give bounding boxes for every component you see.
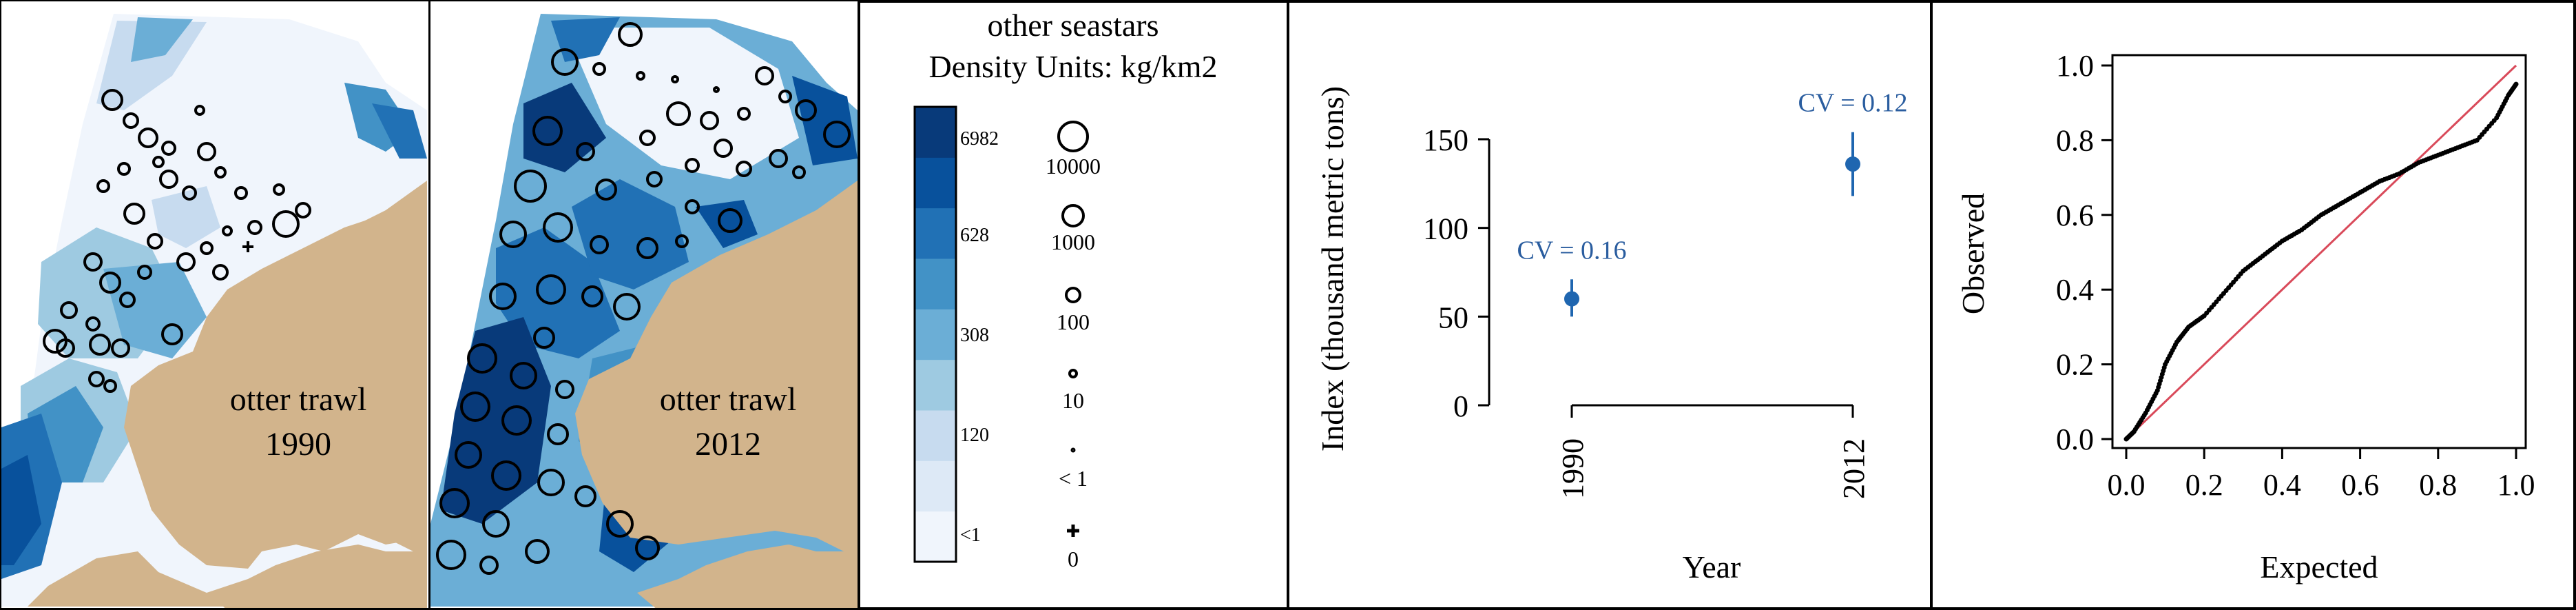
cv-annotation: CV = 0.12 <box>1798 89 1907 118</box>
map-1-year: 1990 <box>265 426 331 462</box>
density-zone <box>96 21 207 110</box>
y-tick-label: 0 <box>1453 389 1468 423</box>
index-point <box>1564 291 1579 307</box>
bubble-label: < 1 <box>1059 466 1088 491</box>
cv-annotation: CV = 0.16 <box>1517 236 1626 265</box>
station-bubbles <box>43 89 311 393</box>
color-break-label: 628 <box>960 225 989 246</box>
qq-plot-frame <box>2111 54 2527 449</box>
bubble-label: 10 <box>1062 388 1084 413</box>
x-tick-label: 0.8 <box>2419 468 2457 502</box>
color-scale-bar <box>915 107 956 562</box>
color-bin <box>915 359 956 411</box>
density-zone <box>792 76 858 165</box>
y-tick-label: 0.2 <box>2056 348 2094 382</box>
color-bin <box>915 410 956 461</box>
x-tick-label: 1.0 <box>2497 468 2535 502</box>
map-2-year: 2012 <box>695 426 761 462</box>
color-break-labels: 6982 628 308 120 <1 <box>960 128 999 546</box>
bubble-1000 <box>1061 204 1085 227</box>
station-bubbles <box>436 22 851 575</box>
legend-subtitle: Density Units: kg/km2 <box>928 49 1217 84</box>
color-bin <box>915 207 956 259</box>
y-tick-label: 0.6 <box>2056 199 2094 232</box>
x-tick-label: 0.6 <box>2341 468 2379 502</box>
color-break-label: 308 <box>960 325 989 346</box>
color-break-label: <1 <box>960 525 981 546</box>
x-tick-label: 0.0 <box>2108 468 2146 502</box>
density-zone <box>372 103 427 159</box>
density-zone <box>441 317 551 524</box>
index-chart: 0 50 100 150 1990 2012 CV = 0.16 CV = 0.12 In… <box>1315 86 1908 584</box>
bubble-label: 0 <box>1068 547 1079 571</box>
bubble-zero-marker <box>1067 525 1079 537</box>
color-break-label: 6982 <box>960 128 999 150</box>
color-bin <box>915 258 956 309</box>
map-1-gear: otter trawl <box>230 381 367 418</box>
bubble-10000 <box>1057 121 1089 152</box>
map-panel-1990: otter trawl 1990 <box>1 1 428 608</box>
legend-title: other seastars <box>987 8 1159 43</box>
bubble-label: 10000 <box>1046 154 1101 179</box>
x-tick-label: 0.2 <box>2185 468 2223 502</box>
color-bin <box>915 157 956 209</box>
color-bin <box>915 309 956 360</box>
qq-point <box>2513 81 2519 87</box>
map-panel-2012: otter trawl 2012 <box>430 1 858 608</box>
land <box>575 181 858 608</box>
density-zone <box>523 83 606 172</box>
y-tick-label: 0.0 <box>2056 423 2094 456</box>
density-zone <box>696 200 758 248</box>
y-tick-label: 0.8 <box>2056 123 2094 157</box>
density-zone <box>152 186 220 248</box>
qq-chart: 0.0 0.2 0.4 0.6 0.8 1.0 0.0 0.2 0.4 0.6 0.8 1.0 Obs… <box>1955 49 2535 584</box>
legend-panel: other seastars Density Units: kg/km2 698… <box>913 8 1218 571</box>
index-x-label: Year <box>1683 549 1741 584</box>
y-tick-label: 1.0 <box>2056 49 2094 83</box>
index-point <box>1845 156 1860 172</box>
map-2-gear: otter trawl <box>660 381 797 418</box>
bubble-100 <box>1065 287 1081 303</box>
y-tick-label: 150 <box>1423 123 1468 157</box>
bubble-size-legend <box>1057 121 1089 453</box>
bubble-10 <box>1068 369 1078 378</box>
bubble-label: 1000 <box>1051 230 1095 254</box>
x-tick-label: 2012 <box>1837 438 1871 499</box>
bubble-lt1 <box>1070 447 1076 453</box>
color-bin <box>915 511 956 562</box>
index-y-label: Index (thousand metric tons) <box>1315 86 1350 451</box>
x-tick-label: 0.4 <box>2263 468 2301 502</box>
density-zone <box>1 455 41 565</box>
density-zone <box>572 179 689 289</box>
qq-y-label: Observed <box>1955 193 1991 314</box>
color-bin <box>915 460 956 512</box>
qq-x-label: Expected <box>2260 549 2378 584</box>
reference-line <box>2125 64 2517 440</box>
bubble-size-labels: 10000 1000 100 10 < 1 0 <box>1046 154 1101 571</box>
land <box>145 181 427 608</box>
y-tick-label: 50 <box>1438 301 1468 334</box>
color-bin <box>915 107 956 158</box>
y-tick-label: 0.4 <box>2056 273 2094 307</box>
y-tick-label: 100 <box>1423 212 1468 246</box>
bubble-label: 100 <box>1057 309 1090 334</box>
zero-catch-marker <box>242 241 253 252</box>
density-zone <box>131 17 193 62</box>
x-tick-label: 1990 <box>1556 438 1590 499</box>
color-break-label: 120 <box>960 425 989 446</box>
